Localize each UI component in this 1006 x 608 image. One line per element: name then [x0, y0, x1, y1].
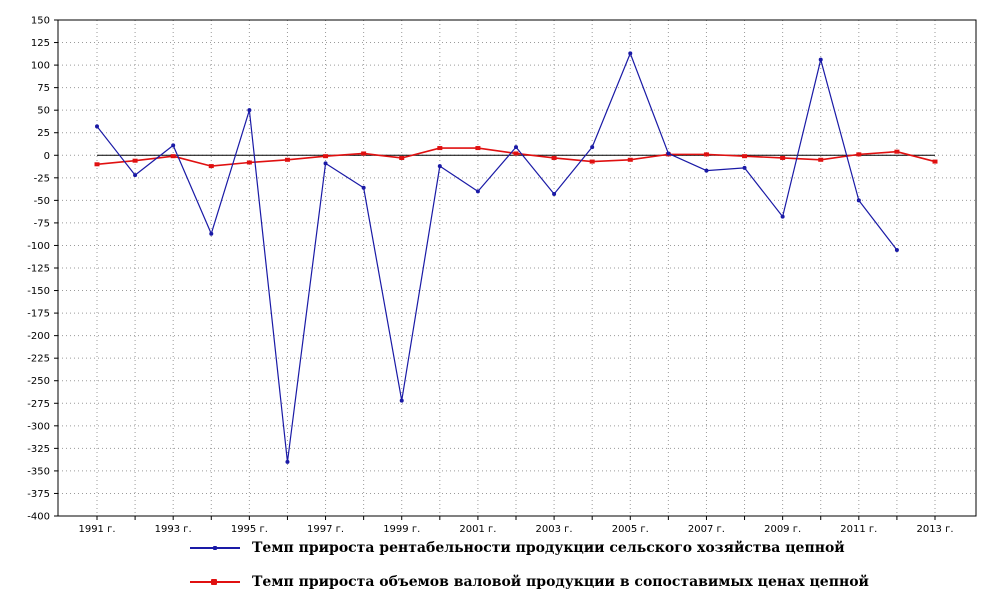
data-point-profitability: [704, 168, 709, 173]
data-point-volume: [932, 159, 938, 164]
data-point-volume: [818, 157, 824, 162]
y-tick-label: -325: [27, 444, 50, 455]
data-point-volume: [780, 155, 786, 160]
y-tick-label: 150: [31, 16, 50, 27]
data-point-volume: [703, 152, 709, 157]
data-point-volume: [513, 151, 519, 156]
data-point-profitability: [475, 189, 480, 194]
y-tick-label: -350: [27, 466, 50, 477]
x-tick-label: 1995 г.: [231, 524, 268, 535]
y-tick-label: -100: [27, 241, 50, 252]
data-point-profitability: [742, 165, 747, 170]
x-tick-label: 2013 г.: [916, 524, 953, 535]
data-point-volume: [399, 155, 405, 160]
x-tick-label: 1991 г.: [78, 524, 115, 535]
x-tick-label: 1993 г.: [155, 524, 192, 535]
y-tick-label: -275: [27, 399, 50, 410]
data-point-profitability: [133, 173, 138, 178]
legend-item-volume: Темп прироста объемов валовой продукции …: [190, 574, 869, 590]
data-point-profitability: [894, 247, 899, 252]
data-point-profitability: [323, 161, 328, 166]
legend-swatch-red: [190, 577, 240, 587]
y-tick-label: -75: [34, 218, 50, 229]
series-line-profitability: [96, 52, 898, 463]
legend-item-profitability: Темп прироста рентабельности продукции с…: [190, 540, 845, 556]
data-point-profitability: [247, 108, 252, 113]
y-axis: 150 125 100 75 50 25 0 -25 -50 -75 -100 -125 -150 -17…: [27, 16, 58, 523]
data-point-volume: [170, 154, 176, 159]
y-tick-label: -300: [27, 421, 50, 432]
data-point-profitability: [361, 185, 366, 190]
data-point-volume: [284, 157, 290, 162]
x-tick-label: 2003 г.: [536, 524, 573, 535]
x-axis: 1991 г. 1993 г. 1995 г. 1997 г. 1999 г. 2001 …: [78, 516, 954, 535]
data-point-volume: [437, 146, 443, 151]
y-tick-label: -25: [34, 173, 50, 184]
legend-swatch-blue: [190, 543, 240, 553]
data-point-profitability: [666, 151, 671, 156]
series: [94, 51, 938, 464]
y-tick-label: 125: [31, 38, 50, 49]
data-point-volume: [361, 151, 367, 156]
legend-label-volume: Темп прироста объемов валовой продукции …: [252, 574, 869, 590]
data-point-profitability: [209, 231, 214, 236]
data-point-volume: [856, 152, 862, 157]
x-tick-label: 1999 г.: [383, 524, 420, 535]
y-tick-label: 50: [37, 106, 50, 117]
grid: [58, 20, 976, 516]
data-point-profitability: [856, 198, 861, 203]
y-tick-label: -175: [27, 309, 50, 320]
y-tick-label: -375: [27, 489, 50, 500]
data-point-profitability: [780, 214, 785, 219]
y-tick-label: -50: [34, 196, 50, 207]
x-tick-label: 1997 г.: [307, 524, 344, 535]
y-tick-label: 100: [31, 61, 50, 72]
data-point-profitability: [285, 459, 290, 464]
x-tick-label: 2005 г.: [612, 524, 649, 535]
y-tick-label: 25: [37, 128, 50, 139]
data-point-profitability: [628, 51, 633, 56]
y-tick-label: 0: [44, 151, 50, 162]
x-tick-label: 2009 г.: [764, 524, 801, 535]
series-line-volume: [96, 147, 936, 167]
y-tick-label: -125: [27, 264, 50, 275]
data-point-volume: [742, 154, 748, 159]
data-point-volume: [208, 164, 214, 169]
data-point-volume: [551, 155, 557, 160]
x-tick-label: 2001 г.: [459, 524, 496, 535]
data-point-profitability: [437, 164, 442, 169]
legend-label-profitability: Темп прироста рентабельности продукции с…: [252, 540, 845, 556]
y-tick-label: -250: [27, 376, 50, 387]
data-point-volume: [132, 158, 138, 163]
data-point-volume: [589, 159, 595, 164]
data-point-profitability: [95, 124, 99, 129]
data-point-profitability: [399, 398, 404, 403]
data-point-profitability: [552, 192, 557, 197]
x-tick-label: 2011 г.: [840, 524, 877, 535]
data-point-volume: [475, 146, 481, 151]
data-point-profitability: [590, 145, 595, 150]
data-point-volume: [323, 154, 329, 159]
data-point-volume: [627, 157, 633, 162]
data-point-profitability: [514, 145, 518, 150]
y-tick-label: -225: [27, 354, 50, 365]
data-point-profitability: [171, 143, 176, 148]
data-point-volume: [894, 149, 900, 154]
y-tick-label: -150: [27, 286, 50, 297]
y-tick-label: 75: [37, 83, 50, 94]
x-tick-label: 2007 г.: [688, 524, 725, 535]
y-tick-label: -200: [27, 331, 50, 342]
data-point-volume: [94, 162, 100, 167]
y-tick-label: -400: [27, 512, 50, 523]
data-point-volume: [246, 160, 252, 165]
data-point-profitability: [818, 57, 823, 62]
